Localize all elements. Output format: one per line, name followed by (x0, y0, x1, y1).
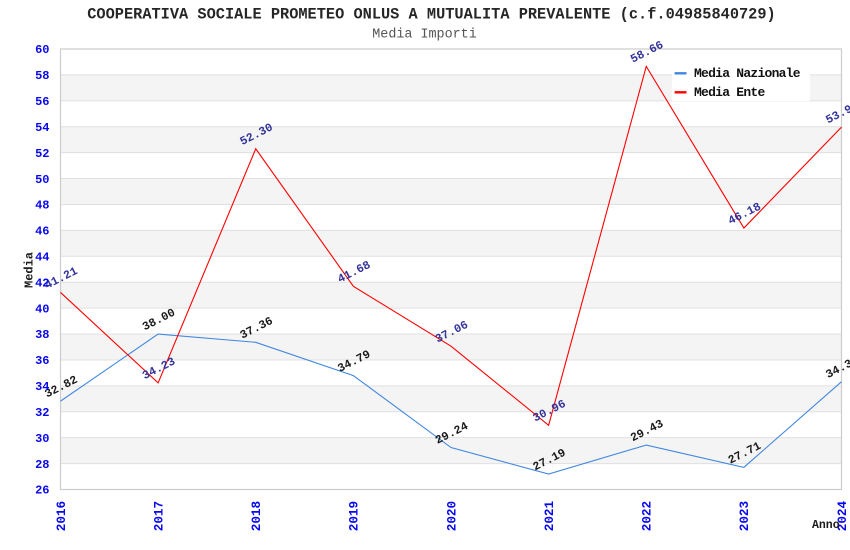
svg-text:58: 58 (35, 69, 49, 83)
svg-text:2024: 2024 (835, 500, 850, 531)
svg-text:2017: 2017 (151, 501, 166, 531)
svg-text:Anno: Anno (812, 519, 840, 532)
svg-text:32: 32 (35, 406, 49, 420)
svg-text:54: 54 (35, 121, 49, 135)
svg-text:56: 56 (35, 95, 49, 109)
svg-text:38: 38 (35, 328, 49, 342)
svg-text:52: 52 (35, 147, 49, 161)
svg-text:2023: 2023 (737, 501, 752, 531)
svg-text:26: 26 (35, 484, 49, 498)
svg-text:2018: 2018 (249, 501, 264, 531)
svg-text:40: 40 (35, 302, 49, 316)
svg-text:44: 44 (35, 251, 49, 265)
svg-text:2020: 2020 (444, 501, 459, 531)
svg-text:48: 48 (35, 199, 49, 213)
svg-text:60: 60 (35, 43, 49, 57)
svg-text:2022: 2022 (640, 501, 655, 531)
svg-text:36: 36 (35, 354, 49, 368)
svg-text:50: 50 (35, 173, 49, 187)
svg-text:2019: 2019 (347, 501, 362, 531)
svg-text:COOPERATIVA SOCIALE PROMETEO O: COOPERATIVA SOCIALE PROMETEO ONLUS A MUT… (87, 6, 775, 24)
svg-text:46: 46 (35, 225, 49, 239)
svg-text:Media Importi: Media Importi (372, 28, 476, 43)
svg-text:2016: 2016 (54, 501, 69, 531)
svg-text:Media Ente: Media Ente (694, 85, 765, 100)
svg-text:Media: Media (23, 252, 37, 288)
svg-text:34: 34 (35, 380, 49, 394)
svg-text:Media Nazionale: Media Nazionale (694, 66, 801, 81)
svg-text:28: 28 (35, 458, 49, 472)
svg-text:2021: 2021 (542, 500, 557, 531)
svg-text:30: 30 (35, 432, 49, 446)
svg-text:42: 42 (35, 276, 49, 290)
